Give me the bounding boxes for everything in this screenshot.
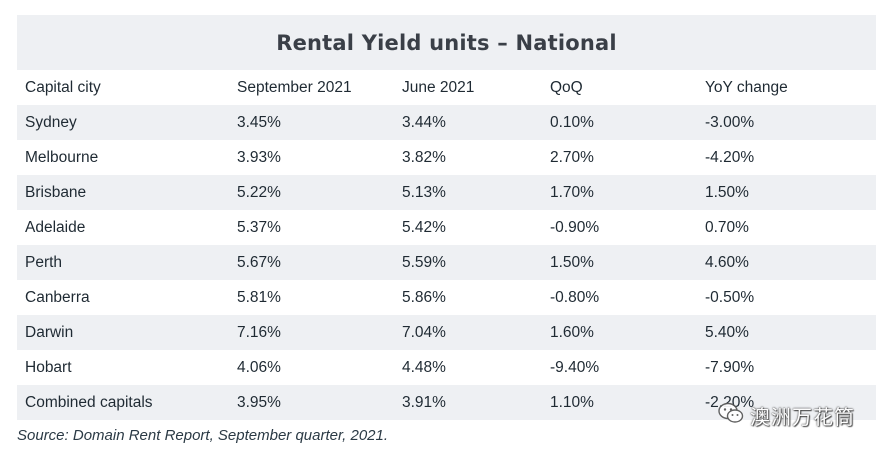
qoq-value-cell: -0.80%	[550, 288, 600, 306]
yoy-value-cell: -4.20%	[705, 148, 755, 166]
table-title-bar: Rental Yield units – National	[17, 15, 876, 70]
city-cell: Perth	[25, 253, 63, 271]
column-header-september-2021: September 2021	[237, 78, 352, 96]
table-row: Hobart 4.06% 4.48% -9.40% -7.90%	[17, 350, 876, 385]
watermark: 澳洲万花筒	[718, 400, 855, 430]
table-row: Adelaide 5.37% 5.42% -0.90% 0.70%	[17, 210, 876, 245]
table-header-row: Capital city September 2021 June 2021 Qo…	[17, 70, 876, 105]
qoq-value-cell: 1.70%	[550, 183, 594, 201]
september-value-cell: 3.45%	[237, 113, 281, 131]
june-value-cell: 4.48%	[402, 358, 446, 376]
table-row: Darwin 7.16% 7.04% 1.60% 5.40%	[17, 315, 876, 350]
city-cell: Canberra	[25, 288, 90, 306]
september-value-cell: 5.67%	[237, 253, 281, 271]
source-note: Source: Domain Rent Report, September qu…	[17, 427, 389, 444]
column-header-june-2021: June 2021	[402, 78, 475, 96]
table-row: Sydney 3.45% 3.44% 0.10% -3.00%	[17, 105, 876, 140]
june-value-cell: 3.91%	[402, 393, 446, 411]
column-header-capital-city: Capital city	[25, 78, 101, 96]
june-value-cell: 3.44%	[402, 113, 446, 131]
city-cell: Adelaide	[25, 218, 86, 236]
september-value-cell: 3.95%	[237, 393, 281, 411]
watermark-text: 澳洲万花筒	[750, 404, 855, 429]
yoy-value-cell: 5.40%	[705, 323, 749, 341]
wechat-icon	[718, 401, 744, 430]
yoy-value-cell: -3.00%	[705, 113, 755, 131]
table-title: Rental Yield units – National	[276, 30, 617, 55]
june-value-cell: 7.04%	[402, 323, 446, 341]
june-value-cell: 5.13%	[402, 183, 446, 201]
column-header-yoy-change: YoY change	[705, 78, 788, 96]
qoq-value-cell: 1.60%	[550, 323, 594, 341]
city-cell: Melbourne	[25, 148, 99, 166]
yoy-value-cell: 4.60%	[705, 253, 749, 271]
june-value-cell: 5.59%	[402, 253, 446, 271]
qoq-value-cell: -9.40%	[550, 358, 600, 376]
qoq-value-cell: 0.10%	[550, 113, 594, 131]
city-cell: Hobart	[25, 358, 72, 376]
yoy-value-cell: 0.70%	[705, 218, 749, 236]
city-cell: Darwin	[25, 323, 74, 341]
september-value-cell: 7.16%	[237, 323, 281, 341]
yoy-value-cell: -0.50%	[705, 288, 755, 306]
qoq-value-cell: 1.50%	[550, 253, 594, 271]
city-cell: Brisbane	[25, 183, 87, 201]
table-row: Canberra 5.81% 5.86% -0.80% -0.50%	[17, 280, 876, 315]
table-row: Combined capitals 3.95% 3.91% 1.10% -2.2…	[17, 385, 876, 420]
column-header-qoq: QoQ	[550, 78, 583, 96]
september-value-cell: 5.81%	[237, 288, 281, 306]
june-value-cell: 5.86%	[402, 288, 446, 306]
table-row: Perth 5.67% 5.59% 1.50% 4.60%	[17, 245, 876, 280]
yoy-value-cell: -2.20%	[705, 393, 755, 411]
september-value-cell: 5.22%	[237, 183, 281, 201]
city-cell: Sydney	[25, 113, 77, 131]
rental-yield-table: Rental Yield units – National Capital ci…	[17, 15, 876, 420]
september-value-cell: 3.93%	[237, 148, 281, 166]
city-cell: Combined capitals	[25, 393, 153, 411]
yoy-value-cell: -7.90%	[705, 358, 755, 376]
table-row: Melbourne 3.93% 3.82% 2.70% -4.20%	[17, 140, 876, 175]
qoq-value-cell: -0.90%	[550, 218, 600, 236]
qoq-value-cell: 1.10%	[550, 393, 594, 411]
qoq-value-cell: 2.70%	[550, 148, 594, 166]
september-value-cell: 4.06%	[237, 358, 281, 376]
june-value-cell: 3.82%	[402, 148, 446, 166]
june-value-cell: 5.42%	[402, 218, 446, 236]
september-value-cell: 5.37%	[237, 218, 281, 236]
yoy-value-cell: 1.50%	[705, 183, 749, 201]
table-row: Brisbane 5.22% 5.13% 1.70% 1.50%	[17, 175, 876, 210]
